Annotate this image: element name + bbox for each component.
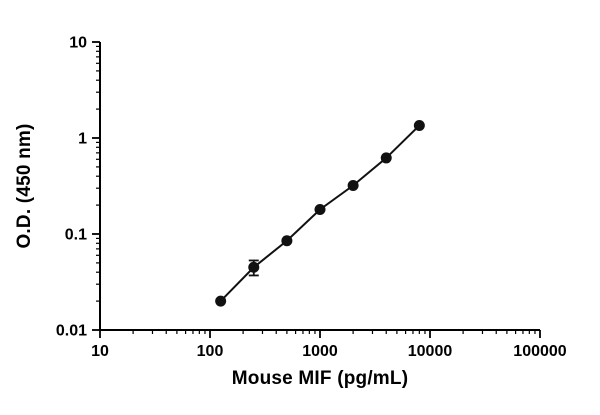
x-tick-label: 100000 [513, 343, 566, 360]
data-point-marker [347, 180, 359, 192]
data-point-marker [215, 295, 227, 307]
y-tick-label: 1 [78, 131, 87, 148]
y-tick-label: 0.1 [65, 227, 87, 244]
x-tick-label: 10000 [408, 343, 453, 360]
y-tick-label: 0.01 [56, 323, 87, 340]
x-tick-label: 10 [91, 343, 109, 360]
x-axis-title: Mouse MIF (pg/mL) [231, 368, 409, 389]
data-point-marker [281, 235, 293, 247]
x-tick-label: 100 [197, 343, 224, 360]
data-point-marker [248, 261, 260, 273]
data-point-marker [380, 152, 392, 164]
data-point-marker [314, 203, 326, 215]
data-point-marker [413, 119, 425, 131]
x-tick-label: 1000 [302, 343, 338, 360]
y-axis-title: O.D. (450 nm) [14, 123, 35, 249]
y-tick-label: 10 [69, 35, 87, 52]
